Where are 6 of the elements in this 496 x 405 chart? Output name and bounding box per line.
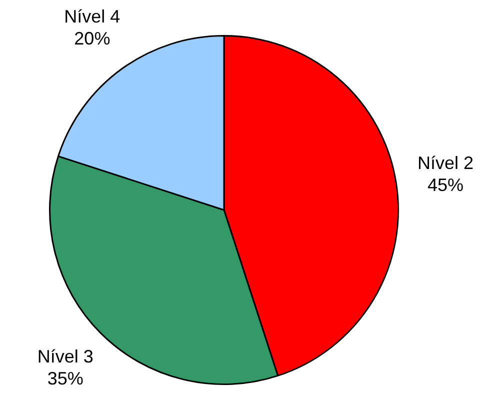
slice-label: Nível 3 xyxy=(37,346,94,367)
data-label: 20% xyxy=(74,28,110,49)
slice-label: Nível 4 xyxy=(64,6,120,27)
data-label: 45% xyxy=(427,174,464,195)
data-label: 35% xyxy=(47,368,84,389)
slice-label: Nível 2 xyxy=(417,152,474,173)
